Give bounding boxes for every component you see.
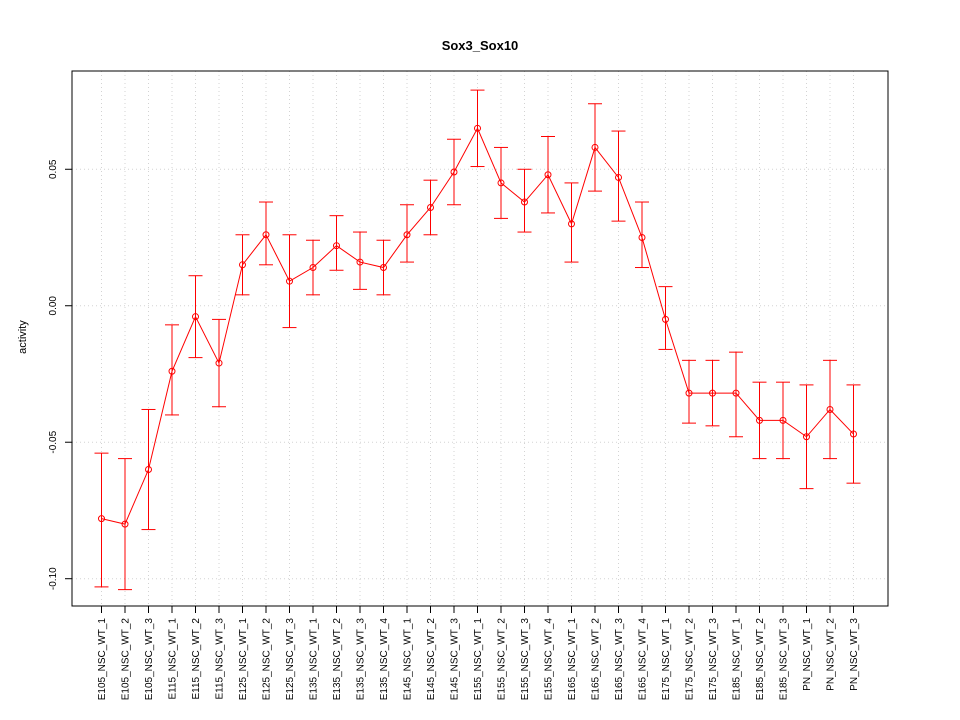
x-tick-label: E135_NSC_WT_2 (332, 618, 343, 701)
series-activity (94, 89, 861, 591)
data-point (98, 515, 105, 523)
y-tick-label: -0.10 (48, 567, 59, 590)
data-point (662, 315, 669, 323)
data-point (356, 258, 364, 266)
x-tick-label: E105_NSC_WT_2 (121, 618, 132, 701)
x-tick-label: E185_NSC_WT_2 (755, 618, 766, 701)
series-line (101, 127, 854, 525)
x-tick-label: E125_NSC_WT_3 (285, 618, 296, 701)
data-point (380, 264, 387, 272)
error-bar (400, 204, 414, 263)
data-point (591, 143, 599, 151)
data-point (262, 231, 270, 239)
data-point (497, 179, 505, 187)
data-point (826, 405, 834, 413)
x-tick-label: E145_NSC_WT_3 (450, 618, 461, 701)
data-point (192, 313, 199, 321)
data-point (709, 389, 716, 397)
x-tick-label: E175_NSC_WT_3 (708, 618, 719, 701)
data-point (568, 220, 575, 228)
data-point (850, 430, 857, 438)
data-point (121, 520, 129, 528)
x-tick-label: E175_NSC_WT_2 (685, 618, 696, 701)
x-tick-label: E175_NSC_WT_1 (661, 618, 672, 701)
x-tick-label: E115_NSC_WT_1 (168, 618, 179, 700)
x-tick-label: E115_NSC_WT_2 (191, 618, 202, 700)
x-tick-label: E135_NSC_WT_4 (379, 618, 390, 701)
data-point (756, 416, 763, 424)
data-point (309, 264, 317, 272)
x-tick-label: PN_NSC_WT_1 (802, 618, 813, 691)
data-point (803, 433, 810, 441)
x-tick-label: E165_NSC_WT_4 (638, 618, 649, 701)
data-point (239, 261, 246, 269)
x-tick-label: PN_NSC_WT_3 (849, 618, 860, 691)
x-tick-label: E165_NSC_WT_1 (567, 618, 578, 701)
y-tick-label: 0.00 (48, 296, 59, 316)
error-bar (259, 201, 273, 266)
data-point (333, 242, 340, 250)
data-point (403, 231, 411, 239)
y-tick-label: -0.05 (48, 430, 59, 453)
x-tick-label: E115_NSC_WT_3 (215, 618, 226, 700)
x-tick-label: E135_NSC_WT_1 (309, 618, 320, 701)
x-tick-label: E145_NSC_WT_1 (403, 618, 414, 701)
data-point (474, 124, 481, 132)
axes: -0.10 -0.05 0.00 0.05 E105_NSC_WT_1 E105_NSC_… (48, 159, 860, 700)
data-point (145, 466, 152, 474)
error-bar (94, 452, 109, 588)
data-point (544, 171, 552, 179)
data-point (732, 389, 740, 397)
x-tick-label: E155_NSC_WT_2 (497, 618, 508, 701)
data-point (638, 234, 646, 242)
data-point (521, 198, 528, 206)
data-point (286, 277, 293, 285)
plot-frame (71, 70, 889, 607)
y-tick-label: 0.05 (48, 159, 59, 179)
x-tick-label: E135_NSC_WT_3 (356, 618, 367, 701)
x-tick-label: PN_NSC_WT_2 (826, 618, 837, 691)
x-tick-label: E155_NSC_WT_1 (473, 618, 484, 701)
error-bar (165, 324, 179, 416)
data-point (615, 173, 622, 181)
x-tick-label: E125_NSC_WT_1 (238, 618, 249, 701)
data-point (685, 389, 693, 397)
chart-title: Sox3_Sox10 (442, 38, 519, 53)
x-tick-label: E125_NSC_WT_2 (262, 618, 273, 701)
error-bar (729, 351, 743, 438)
x-tick-label: E105_NSC_WT_3 (144, 618, 155, 701)
x-tick-label: E165_NSC_WT_2 (591, 618, 602, 701)
data-point (427, 203, 434, 211)
x-tick-label: E145_NSC_WT_2 (426, 618, 437, 701)
data-point (450, 168, 458, 176)
error-bar (353, 231, 367, 290)
x-tick-label: E185_NSC_WT_1 (732, 618, 743, 701)
y-axis-label: activity (17, 320, 29, 354)
x-tick-label: E165_NSC_WT_3 (614, 618, 625, 701)
data-point (215, 359, 223, 367)
x-tick-label: E105_NSC_WT_1 (97, 618, 108, 701)
x-tick-label: E155_NSC_WT_3 (520, 618, 531, 701)
grid (72, 71, 888, 606)
x-tick-label: E185_NSC_WT_3 (779, 618, 790, 701)
data-point (779, 416, 787, 424)
error-bar (517, 168, 532, 233)
x-tick-label: E155_NSC_WT_4 (544, 618, 555, 701)
error-bar (611, 130, 626, 222)
data-point (168, 367, 176, 375)
